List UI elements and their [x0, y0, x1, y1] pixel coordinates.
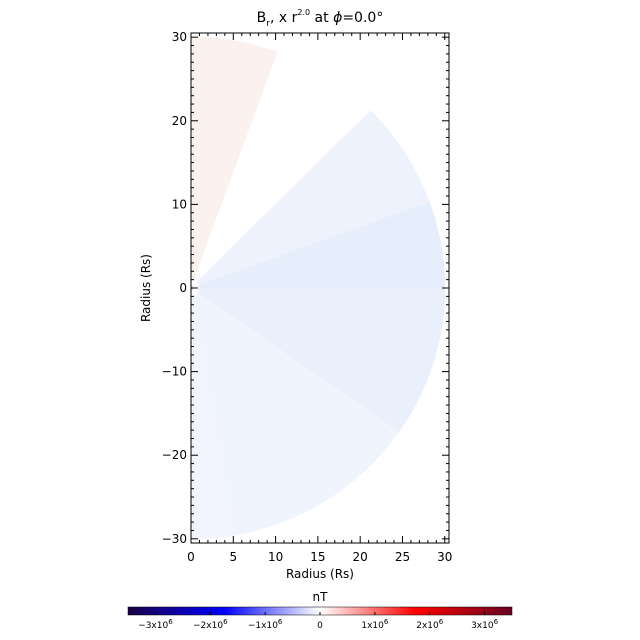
x-tick-label: 0: [187, 550, 195, 564]
minor-ticks: [191, 33, 449, 543]
colorbar-tick-label: −2x106: [193, 618, 228, 631]
field-map: [191, 36, 446, 540]
colorbar-tick-label: 2x106: [416, 618, 444, 631]
x-axis-label: Radius (Rs): [286, 567, 354, 581]
colorbar-ticks: −3x106 −2x106 −1x106 0 1x106 2x106 3x106: [138, 612, 499, 631]
x-tick-label: 5: [229, 550, 237, 564]
x-tick-label: 30: [437, 550, 452, 564]
colorbar-tick-label: −3x106: [138, 618, 173, 631]
y-tick-label: −20: [162, 448, 187, 462]
colorbar-tick-label: 0: [317, 621, 323, 631]
field-sector: [196, 110, 430, 286]
x-tick-label: 25: [395, 550, 410, 564]
y-tick-label: 30: [172, 30, 187, 44]
y-tick-label: 0: [179, 281, 187, 295]
y-axis-label: Radius (Rs): [139, 254, 153, 322]
x-tick-label: 15: [310, 550, 325, 564]
field-sector: [198, 201, 446, 289]
colorbar-label: nT: [313, 590, 329, 604]
colorbar-tick-label: −1x106: [248, 618, 283, 631]
y-tick-label: −30: [162, 532, 187, 546]
field-sector: [192, 292, 400, 536]
colorbar-tick-label: 3x106: [471, 618, 499, 631]
major-ticks: [190, 33, 449, 543]
y-tick-label: −10: [162, 365, 187, 379]
x-tick-label: 20: [353, 550, 368, 564]
field-sector: [193, 51, 371, 283]
x-tick-label: 10: [268, 550, 283, 564]
title-subscript: r: [266, 19, 270, 29]
tick-labels: 0 5 10 15 20 25 30 30 20 10 0 −10 −20 −30: [162, 30, 453, 564]
field-sector: [197, 287, 446, 433]
y-tick-label: 10: [172, 197, 187, 211]
colorbar-tick-label: 1x106: [361, 618, 389, 631]
chart-title: Br, x r2.0 at ϕ=0.0°: [257, 8, 384, 29]
y-tick-label: 20: [172, 114, 187, 128]
